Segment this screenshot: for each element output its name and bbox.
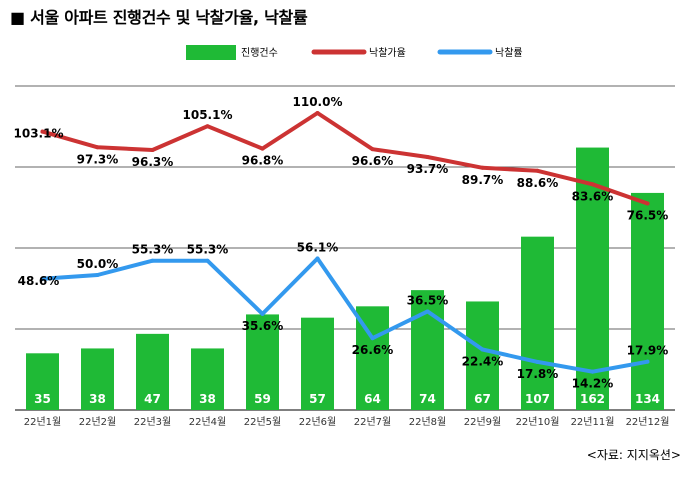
line-point [535, 359, 540, 364]
bar [521, 236, 554, 410]
bar-value-label: 64 [364, 392, 381, 406]
bar-value-label: 59 [254, 392, 271, 406]
line-point [205, 258, 210, 263]
bar [191, 348, 224, 410]
line-point [150, 258, 155, 263]
line-point [370, 336, 375, 341]
bar-value-label: 38 [89, 392, 106, 406]
legend-label: 낙찰가율 [369, 47, 406, 59]
price-rate-label: 76.5% [627, 208, 669, 222]
sale-rate-label: 50.0% [77, 257, 119, 271]
sale-rate-label: 17.9% [627, 344, 669, 358]
bar [631, 192, 664, 410]
x-tick-label: 22년11월 [571, 416, 615, 428]
x-tick-label: 22년9월 [464, 416, 502, 428]
legend: 진행건수 낙찰가율 낙찰률 [186, 45, 523, 60]
sale-rate-label: 55.3% [132, 243, 174, 257]
x-tick-label: 22년6월 [299, 416, 337, 428]
line-point [425, 309, 430, 314]
sale-rate-label: 26.6% [352, 343, 394, 357]
bar [466, 301, 499, 410]
sale-rate-label: 55.3% [187, 243, 229, 257]
bar-value-label: 38 [199, 392, 216, 406]
line-point [425, 155, 430, 160]
bar-series [26, 147, 664, 410]
price-rate-line [40, 111, 650, 206]
line-point [370, 147, 375, 152]
bar [576, 147, 609, 410]
x-tick-label: 22년10월 [516, 416, 560, 428]
x-tick-label: 22년12월 [626, 416, 670, 428]
x-tick-label: 22년3월 [134, 416, 172, 428]
bar-value-label: 47 [144, 392, 161, 406]
x-tick-label: 22년2월 [79, 416, 117, 428]
sale-rate-label: 36.5% [407, 293, 449, 307]
x-axis-ticks: 22년1월 22년2월 22년3월 22년4월 22년5월 22년6월 22년7월 22년8월… [24, 416, 670, 428]
line-series [40, 111, 650, 374]
sale-rate-label: 56.1% [297, 241, 339, 255]
bar-value-label: 35 [34, 392, 51, 406]
line-point [535, 168, 540, 173]
line-point [95, 145, 100, 150]
x-tick-label: 22년4월 [189, 416, 227, 428]
bar-value-label: 74 [419, 392, 436, 406]
bar [301, 317, 334, 410]
price-rate-label: 103.1% [14, 127, 64, 141]
sale-rate-label: 17.8% [517, 367, 559, 381]
line-point [40, 276, 45, 281]
line-point [205, 124, 210, 129]
line-point [645, 201, 650, 206]
price-rate-label: 88.6% [517, 176, 559, 190]
gridlines [15, 85, 675, 411]
sale-rate-label: 14.2% [572, 377, 614, 391]
sale-rate-label: 48.6% [18, 274, 60, 288]
bar [26, 353, 59, 410]
line-point [590, 369, 595, 374]
x-tick-label: 22년5월 [244, 416, 282, 428]
chart-title: ■ 서울 아파트 진행건수 및 낙찰가율, 낙찰률 [10, 8, 308, 27]
price-rate-label: 89.7% [462, 173, 504, 187]
bar-value-label: 162 [580, 392, 605, 406]
price-rate-label: 97.3% [77, 152, 119, 166]
data-labels: 35 38 47 38 59 57 64 74 67 107 162 134 103.1% 97.3% 96… [14, 95, 669, 406]
x-tick-label: 22년1월 [24, 416, 62, 428]
bar [246, 314, 279, 410]
bar-value-label: 57 [309, 392, 326, 406]
sale-rate-label: 22.4% [462, 355, 504, 369]
line-point [260, 146, 265, 151]
sale-rate-line [40, 256, 650, 374]
line-point [40, 129, 45, 134]
source-note: <자료: 지지옥션> [586, 448, 681, 462]
line-point [590, 182, 595, 187]
sale-rate-label: 35.6% [242, 319, 284, 333]
legend-swatch-bars [186, 45, 236, 60]
price-rate-label: 93.7% [407, 162, 449, 176]
legend-label: 진행건수 [241, 47, 278, 59]
price-rate-label: 96.8% [242, 154, 284, 168]
price-rate-label: 96.3% [132, 155, 174, 169]
bar-value-label: 134 [635, 392, 660, 406]
line-point [315, 111, 320, 115]
x-tick-label: 22년8월 [409, 416, 447, 428]
line-point [480, 165, 485, 170]
bar-value-label: 107 [525, 392, 550, 406]
line-point [315, 256, 320, 261]
price-rate-label: 110.0% [293, 95, 343, 109]
price-rate-label: 105.1% [183, 108, 233, 122]
line-point [260, 311, 265, 316]
price-rate-label: 96.6% [352, 154, 394, 168]
line-point [95, 273, 100, 277]
legend-label: 낙찰률 [495, 47, 523, 59]
x-tick-label: 22년7월 [354, 416, 392, 428]
line-point [645, 359, 650, 364]
price-rate-label: 83.6% [572, 189, 614, 203]
line-point [150, 147, 155, 152]
bar [81, 348, 114, 410]
bar [136, 333, 169, 410]
line-point [480, 347, 485, 352]
bar-value-label: 67 [474, 392, 491, 406]
